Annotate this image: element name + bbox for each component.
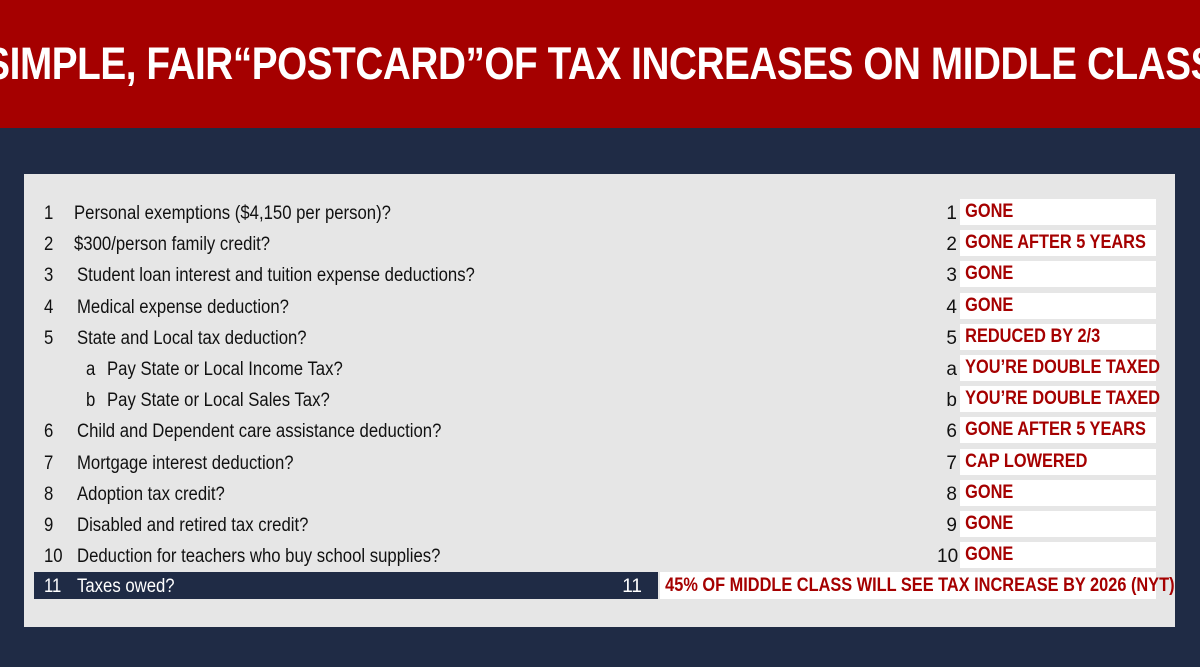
form-row: 10 Deduction for teachers who buy school… — [34, 541, 1158, 572]
answer-number: 1 — [946, 203, 957, 224]
row-question: State and Local tax deduction? — [77, 327, 307, 349]
row-question: Deduction for teachers who buy school su… — [77, 546, 441, 568]
row-question: Adoption tax credit? — [77, 483, 225, 505]
row-number: 3 — [44, 265, 54, 287]
answer-text: GONE — [965, 294, 1014, 316]
row-question: Medical expense deduction? — [77, 296, 289, 318]
row-question: Student loan interest and tuition expens… — [77, 265, 475, 287]
answer-box: GONE AFTER 5 YEARS — [960, 417, 1156, 444]
postcard-form: 1 Personal exemptions ($4,150 per person… — [24, 174, 1175, 627]
answer-box: GONE — [960, 292, 1156, 319]
answer-number: 2 — [946, 234, 957, 256]
total-row-bar — [34, 572, 658, 600]
page-title: SIMPLE, FAIR“POSTCARD”OF TAX INCREASES O… — [0, 38, 1200, 89]
row-question: $300/person family credit? — [74, 234, 271, 256]
row-question: Mortgage interest deduction? — [77, 452, 294, 474]
row-question: Child and Dependent care assistance dedu… — [77, 421, 442, 443]
row-number: 8 — [44, 483, 54, 505]
row-number: 9 — [44, 514, 54, 536]
row-number: 5 — [44, 327, 54, 349]
form-row: 1 Personal exemptions ($4,150 per person… — [34, 198, 1158, 229]
answer-text: GONE — [965, 481, 1014, 503]
row-letter: b — [86, 390, 96, 412]
answer-number: 9 — [946, 514, 957, 536]
form-subrow: b Pay State or Local Sales Tax? b YOU’RE… — [34, 385, 1160, 416]
answer-text: GONE — [965, 263, 1014, 285]
row-number: 10 — [44, 546, 63, 568]
answer-box: GONE — [960, 261, 1156, 288]
form-subrow: a Pay State or Local Income Tax? a YOU’R… — [34, 354, 1160, 385]
row-question: Personal exemptions ($4,150 per person)? — [74, 203, 391, 224]
form-rows: 1 Personal exemptions ($4,150 per person… — [34, 198, 1175, 603]
row-number: 4 — [44, 296, 54, 318]
form-row: 2 $300/person family credit? 2 GONE AFTE… — [34, 229, 1158, 260]
row-question: Pay State or Local Income Tax? — [107, 358, 343, 380]
answer-box: CAP LOWERED — [960, 448, 1156, 475]
answer-text: CAP LOWERED — [965, 450, 1088, 472]
answer-box: GONE — [960, 510, 1156, 537]
answer-text: 45% OF MIDDLE CLASS WILL SEE TAX INCREAS… — [665, 575, 1175, 597]
row-question: Pay State or Local Sales Tax? — [107, 390, 330, 412]
answer-number: 11 — [622, 576, 642, 598]
answer-letter: b — [946, 390, 957, 412]
answer-box: GONE AFTER 5 YEARS — [960, 230, 1156, 257]
row-number: 6 — [44, 421, 54, 443]
answer-number: 7 — [946, 452, 957, 474]
answer-box: 45% OF MIDDLE CLASS WILL SEE TAX INCREAS… — [660, 572, 1175, 600]
answer-number: 6 — [946, 421, 957, 443]
answer-box: GONE — [960, 479, 1156, 506]
form-row: 4 Medical expense deduction? 4 GONE — [34, 292, 1158, 323]
row-number: 2 — [44, 234, 54, 256]
answer-number: 5 — [946, 327, 957, 349]
answer-box: REDUCED BY 2/3 — [960, 323, 1156, 350]
form-row: 7 Mortgage interest deduction? 7 CAP LOW… — [34, 448, 1158, 479]
answer-letter: a — [946, 358, 957, 380]
title-banner: SIMPLE, FAIR“POSTCARD”OF TAX INCREASES O… — [0, 0, 1200, 128]
row-letter: a — [86, 358, 96, 380]
form-row: 5 State and Local tax deduction? 5 REDUC… — [34, 323, 1158, 354]
total-row: 11 Taxes owed? 11 45% OF MIDDLE CLASS WI… — [34, 572, 1175, 603]
form-row: 8 Adoption tax credit? 8 GONE — [34, 479, 1158, 510]
answer-text: GONE AFTER 5 YEARS — [965, 419, 1146, 441]
row-number: 7 — [44, 452, 54, 474]
row-number: 1 — [44, 203, 54, 224]
answer-box: GONE — [960, 542, 1156, 569]
answer-number: 8 — [946, 483, 957, 505]
answer-number: 10 — [937, 546, 959, 568]
answer-box: YOU’RE DOUBLE TAXED — [960, 386, 1160, 413]
row-question: Taxes owed? — [77, 576, 175, 598]
answer-text: GONE AFTER 5 YEARS — [965, 232, 1146, 254]
answer-number: 4 — [946, 296, 957, 318]
row-question: Disabled and retired tax credit? — [77, 514, 309, 536]
answer-box: GONE — [960, 199, 1156, 225]
form-row: 9 Disabled and retired tax credit? 9 GON… — [34, 510, 1158, 541]
form-row: 3 Student loan interest and tuition expe… — [34, 260, 1158, 291]
answer-text: YOU’RE DOUBLE TAXED — [965, 388, 1161, 410]
answer-text: GONE — [965, 512, 1014, 534]
answer-text: REDUCED BY 2/3 — [965, 325, 1101, 347]
answer-number: 3 — [946, 265, 957, 287]
answer-text: GONE — [965, 201, 1014, 222]
answer-text: GONE — [965, 544, 1014, 566]
answer-text: YOU’RE DOUBLE TAXED — [965, 356, 1161, 378]
form-row: 6 Child and Dependent care assistance de… — [34, 416, 1158, 447]
row-number: 11 — [44, 576, 62, 598]
answer-box: YOU’RE DOUBLE TAXED — [960, 354, 1160, 381]
